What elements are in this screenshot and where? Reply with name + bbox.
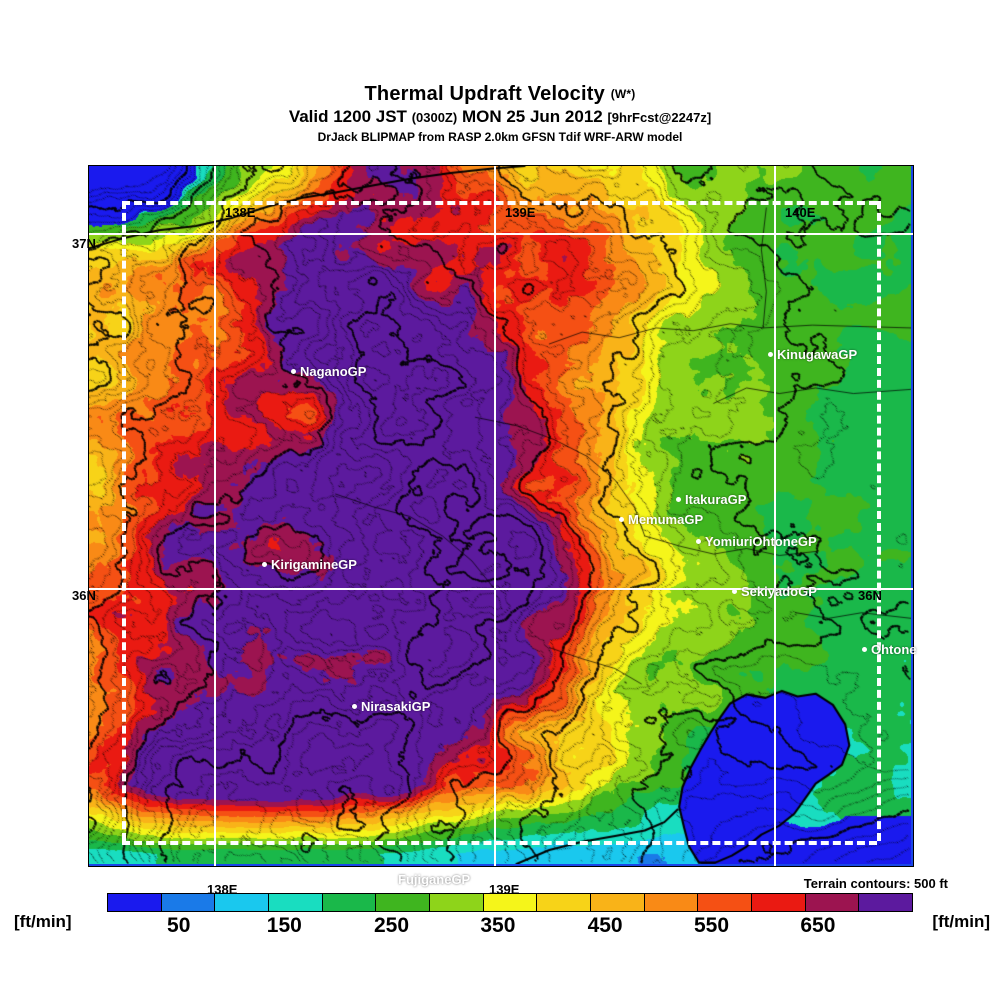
valid-time-main: Valid 1200 JST [288, 107, 407, 126]
colorbar-swatch-6 [430, 894, 484, 911]
colorbar-swatch-4 [322, 894, 377, 911]
colorbar-swatch-9 [591, 894, 645, 911]
valid-time-date: MON 25 Jun 2012 [461, 107, 603, 126]
valid-time-utc: (0300Z) [411, 110, 458, 125]
colorbar-swatch-13 [805, 894, 860, 911]
colorbar-tick-50: 50 [167, 914, 191, 937]
colorbar-swatch-10 [644, 894, 699, 911]
colorbar-swatch-5 [376, 894, 431, 911]
forecast-map[interactable] [88, 165, 914, 867]
colorbar-swatch-2 [215, 894, 270, 911]
colorbar-tick-350: 350 [480, 914, 516, 937]
title-superscript: (W*) [610, 87, 636, 101]
station-marker-dot [389, 877, 394, 882]
colorbar-gradient[interactable] [107, 893, 913, 912]
station-label: FujiganeGP [398, 872, 471, 887]
colorbar-swatch-8 [537, 894, 592, 911]
colorbar-swatch-11 [698, 894, 753, 911]
colorbar-swatch-7 [483, 894, 538, 911]
title-text: Thermal Updraft Velocity [364, 83, 605, 105]
colorbar-swatch-0 [108, 894, 162, 911]
colorbar-unit-left: [ft/min] [14, 912, 72, 931]
forecast-hour-badge: [9hrFcst@2247z] [607, 110, 712, 125]
colorbar-tick-650: 650 [800, 914, 836, 937]
colorbar-swatch-3 [269, 894, 323, 911]
model-source-line: DrJack BLIPMAP from RASP 2.0km GFSN Tdif… [317, 130, 683, 144]
colorbar-tick-150: 150 [266, 914, 302, 937]
terrain-contour-note: Terrain contours: 500 ft [803, 876, 948, 891]
header-block: Thermal Updraft Velocity (W*) Valid 1200… [0, 82, 1000, 146]
colorbar-tick-labels: 50 150 250 350 450 550 650 [107, 914, 913, 940]
colorbar-tick-450: 450 [587, 914, 623, 937]
colorbar-block: [ft/min] 50 150 250 350 450 550 650 [ft/min] [0, 893, 1000, 953]
station-fujiganegp: FujiganeGP [389, 872, 470, 887]
colorbar-tick-550: 550 [693, 914, 730, 937]
colorbar-tick-250: 250 [373, 914, 410, 937]
page-title: Thermal Updraft Velocity (W*) [0, 82, 1000, 106]
colorbar-swatch-12 [752, 894, 806, 911]
colorbar-unit-right: [ft/min] [932, 912, 990, 931]
valid-time-line: Valid 1200 JST (0300Z) MON 25 Jun 2012 [… [0, 106, 1000, 129]
colorbar-swatch-1 [161, 894, 216, 911]
colorbar-swatch-14 [859, 894, 913, 911]
map-raster-layer [89, 166, 911, 864]
